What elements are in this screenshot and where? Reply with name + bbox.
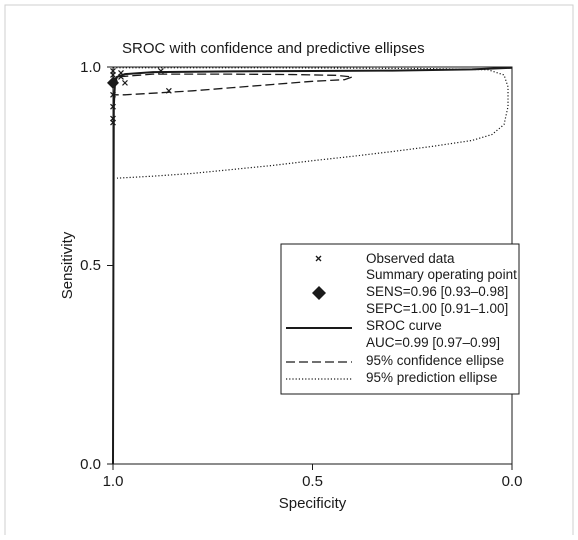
series-dashed-line [112,73,353,96]
x-axis-label: Specificity [279,495,347,512]
legend-sroc-label: SROC curve [366,318,442,333]
series-dotted-line [113,67,509,179]
series-markers [107,68,172,126]
observed-data-point [110,72,116,78]
legend-auc-label: AUC=0.99 [0.97–0.99] [366,335,500,350]
y-tick-label: 0.0 [80,456,101,473]
legend-summary-label: Summary operating point [366,267,517,282]
x-tick-label: 1.0 [103,473,124,490]
observed-data-point [165,87,172,94]
legend-observed-label: Observed data [366,251,455,266]
observed-data-point [118,74,124,80]
legend-observed-x-marker [315,255,322,262]
legend-pred-label: 95% prediction ellipse [366,370,497,385]
outer-frame [4,4,574,535]
legend-sens-label: SENS=0.96 [0.93–0.98] [366,284,508,299]
y-axis-label: Sensitivity [59,231,76,299]
legend-box [280,243,520,395]
series-solid-line [112,66,513,465]
y-axis-ticks [107,66,113,465]
observed-data-point [157,68,164,74]
series-lines [112,66,513,465]
observed-data-point [110,119,116,126]
observed-data-point [110,91,116,98]
legend-summary-diamond [312,286,326,300]
summary-operating-point [107,76,119,89]
observed-data-point [122,79,128,86]
x-axis-ticks [112,464,513,470]
x-tick-label: 0.5 [302,473,323,490]
legend: Observed data Summary operating point SE… [280,243,520,395]
y-tick-label: 1.0 [80,59,101,76]
x-tick-label: 0.0 [502,473,523,490]
observed-data-point [110,103,116,110]
chart-title: SROC with confidence and predictive elli… [122,40,425,57]
legend-spec-label: SEPC=1.00 [0.91–1.00] [366,301,508,316]
y-tick-label: 0.5 [80,257,101,274]
legend-conf-label: 95% confidence ellipse [366,353,504,368]
